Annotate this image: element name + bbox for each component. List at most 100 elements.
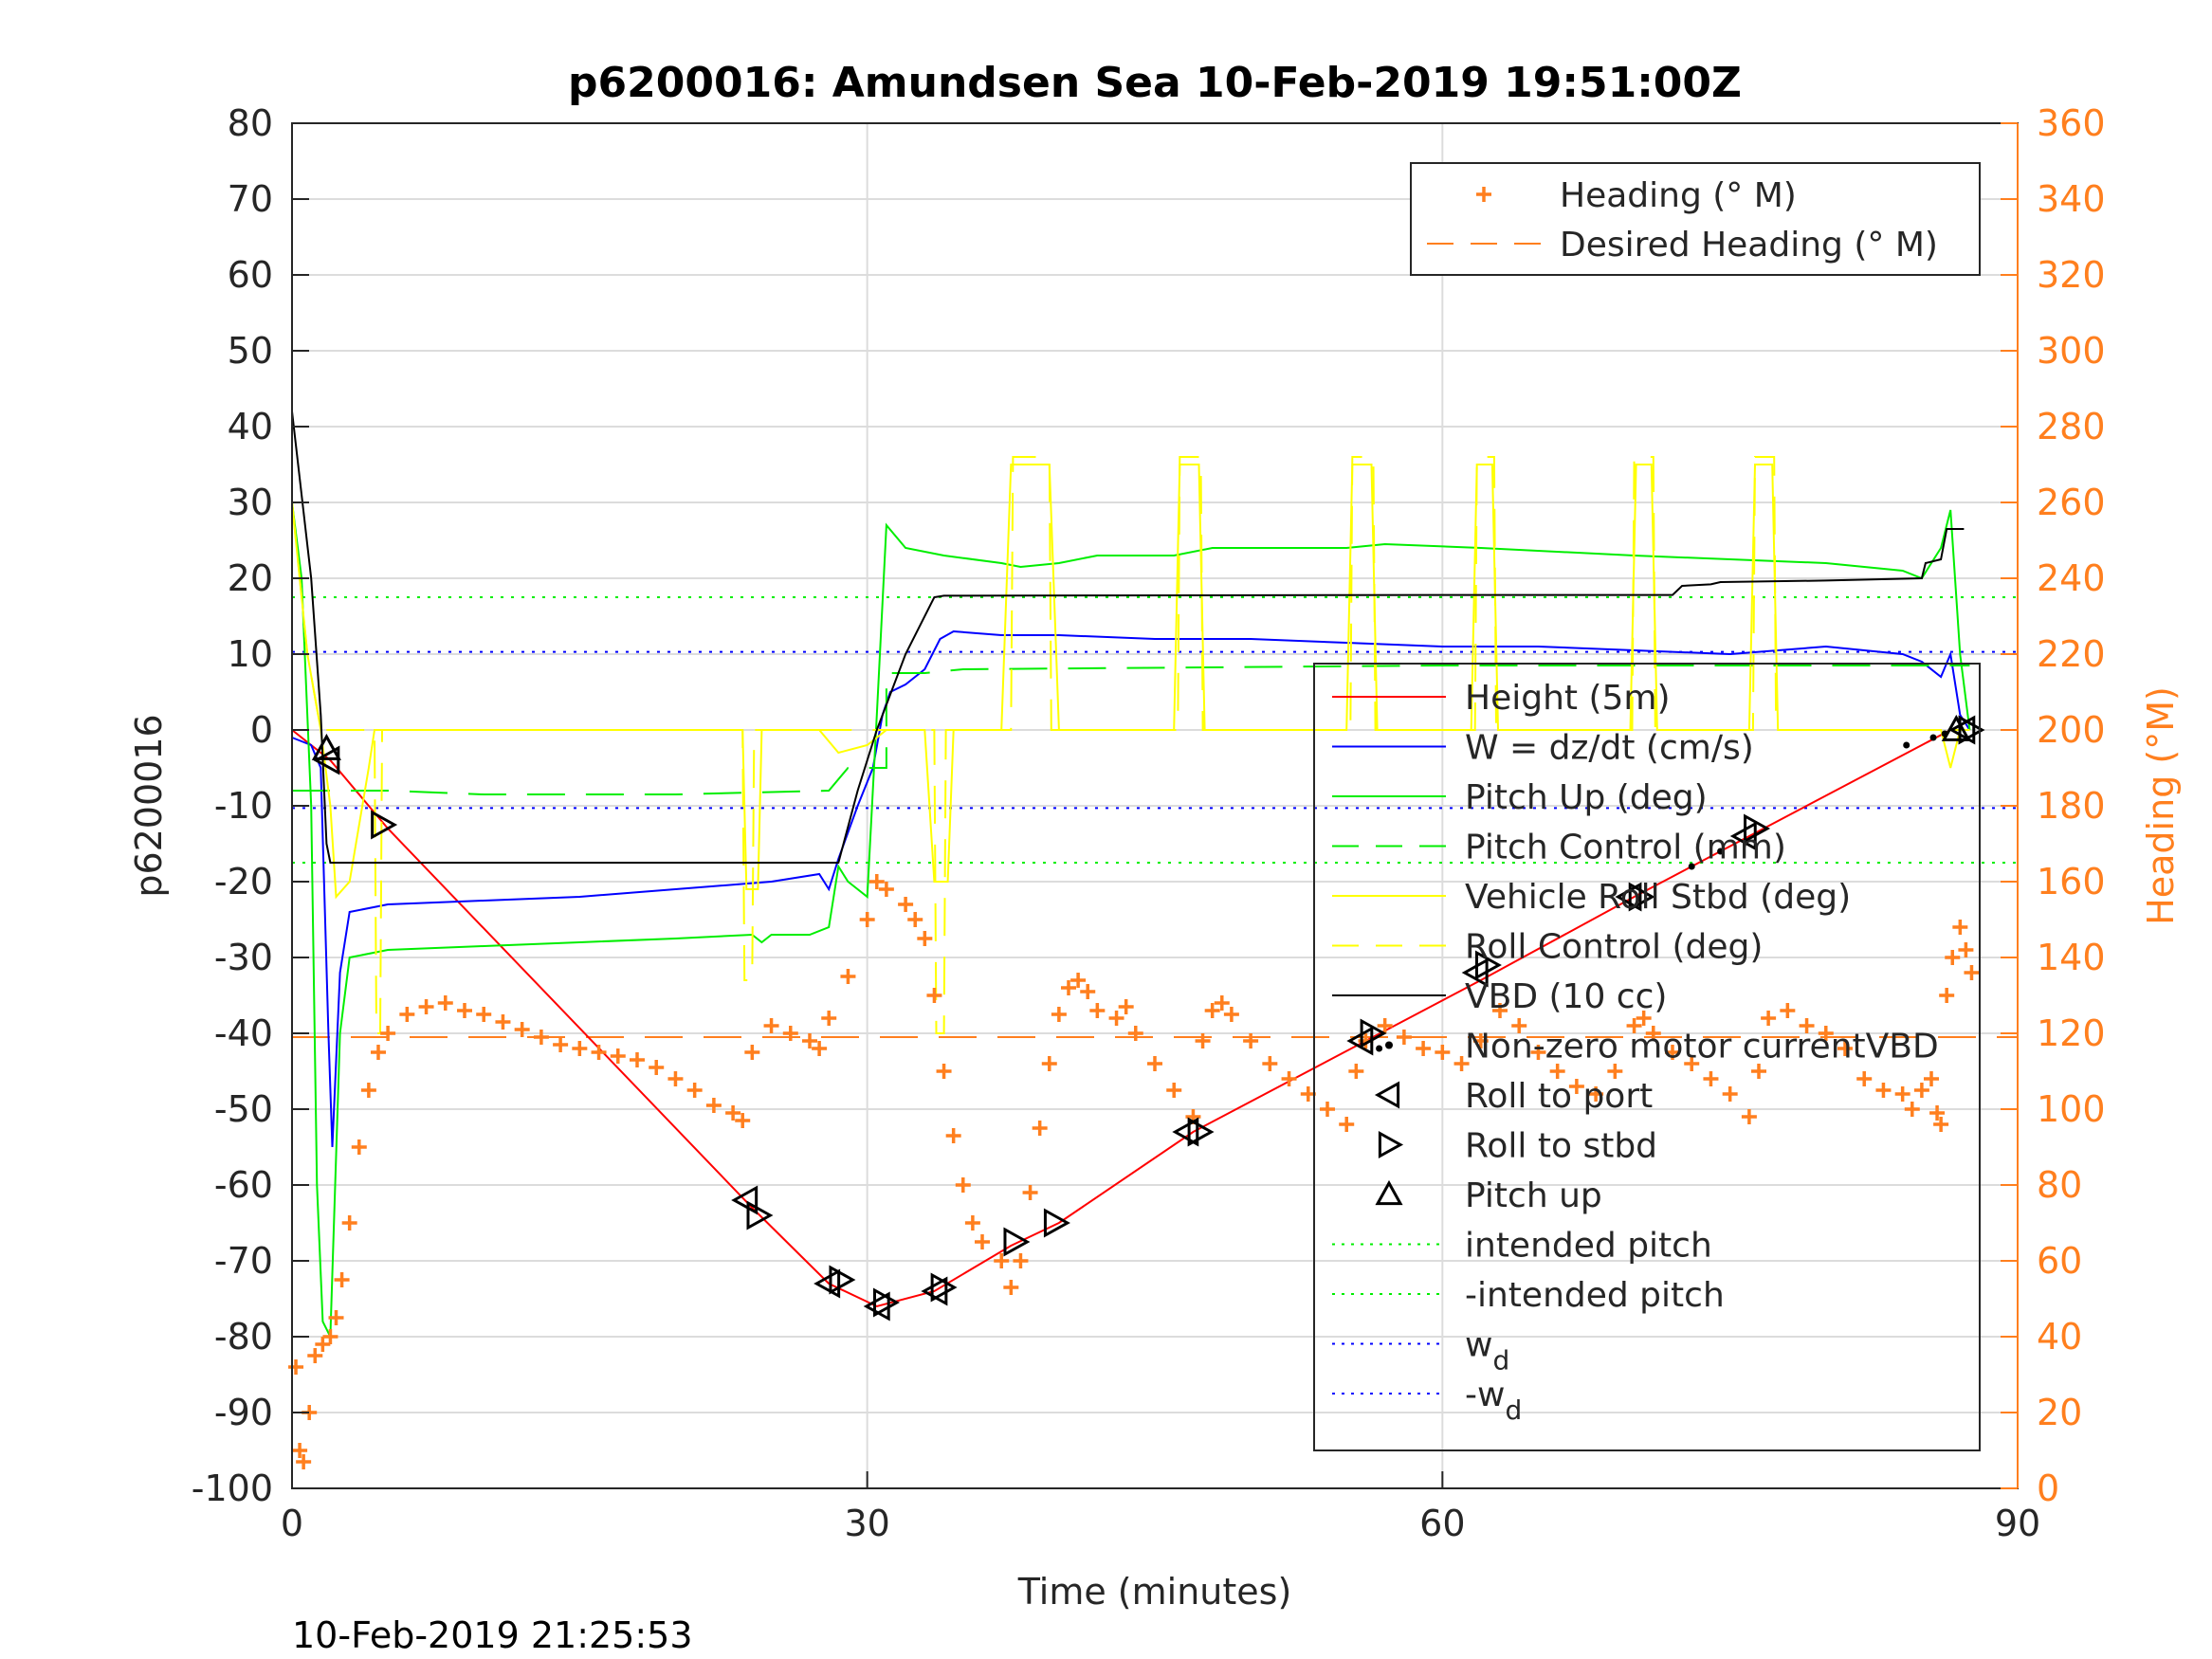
- heading-point: [917, 931, 933, 946]
- x-axis-label: Time (minutes): [1017, 1571, 1292, 1613]
- heading-point: [399, 1007, 415, 1022]
- heading-point: [1761, 1011, 1777, 1026]
- heading-point: [667, 1071, 684, 1086]
- marker-roll-to-stbd: [1187, 1117, 1215, 1147]
- heading-point: [782, 1026, 798, 1041]
- heading-point: [1061, 980, 1076, 995]
- heading-point: [1022, 1185, 1038, 1200]
- marker-pitch-up: [311, 733, 341, 760]
- legend-label: wd: [1465, 1326, 1509, 1376]
- heading-point: [1530, 1045, 1546, 1060]
- heading-point: [533, 1030, 549, 1045]
- legend-main-entry: Roll to port: [1374, 1077, 1653, 1116]
- marker-vbd-motor: [1688, 863, 1695, 870]
- heading-point: [514, 1022, 530, 1037]
- y-right-tick-label: 60: [2037, 1240, 2082, 1282]
- heading-point: [735, 1113, 751, 1128]
- heading-point: [1003, 1280, 1019, 1295]
- legend-label: Non-zero motor currentVBD: [1465, 1028, 1939, 1066]
- legend-swatch: [1374, 1081, 1400, 1109]
- legend-main-entry: Roll to stbd: [1378, 1127, 1657, 1166]
- heading-point: [1032, 1121, 1048, 1136]
- y-left-tick-label: -10: [214, 785, 273, 827]
- marker-roll-to-stbd: [872, 1287, 900, 1318]
- heading-point: [1147, 1056, 1162, 1071]
- heading-point: [1089, 1003, 1106, 1018]
- heading-point: [705, 1098, 722, 1113]
- legend-label: -intended pitch: [1465, 1276, 1725, 1315]
- marker-roll-to-port: [1172, 1117, 1199, 1147]
- heading-point: [1904, 1102, 1920, 1117]
- legend-heading-entry: Desired Heading (° M): [1427, 226, 1938, 264]
- legend-main-entry: -intended pitch: [1332, 1276, 1725, 1315]
- y-left-tick-label: -70: [214, 1240, 273, 1282]
- marker-roll-to-stbd: [1003, 1227, 1031, 1257]
- heading-point: [1780, 1003, 1796, 1018]
- heading-point: [1549, 1064, 1565, 1079]
- legend-swatch: [1378, 1130, 1404, 1159]
- heading-point: [495, 1014, 511, 1030]
- series-roll-control-deg: [291, 456, 1970, 1034]
- marker-pitch-up: [1941, 714, 1971, 741]
- legend-main: Height (5m) W = dz/dt (cm/s) Pitch Up (deg…: [1313, 663, 1981, 1451]
- legend-main-box: [1313, 663, 1981, 1451]
- y-left-tick-label: 0: [250, 709, 273, 751]
- legend-label-subscript: d: [1492, 1345, 1509, 1376]
- heading-point: [878, 882, 894, 897]
- series-height-5m: [291, 729, 1970, 1308]
- legend-main-entry: Non-zero motor currentVBD: [1385, 1028, 1939, 1066]
- heading-point: [1751, 1064, 1766, 1079]
- heading-point: [1924, 1071, 1939, 1086]
- heading-point: [1952, 920, 1968, 935]
- heading-point: [1416, 1041, 1432, 1056]
- legend-label: Roll to stbd: [1465, 1127, 1657, 1166]
- heading-point: [1243, 1033, 1259, 1048]
- marker-vbd-motor: [1929, 734, 1937, 741]
- heading-point: [1741, 1109, 1757, 1124]
- legend-main-entry: Roll Control (deg): [1332, 928, 1763, 967]
- legend-main-entry: VBD (10 cc): [1332, 977, 1667, 1016]
- heading-point: [610, 1048, 626, 1064]
- heading-point: [1492, 1003, 1508, 1018]
- heading-point: [315, 1337, 331, 1352]
- heading-point: [334, 1272, 350, 1287]
- heading-point: [936, 1064, 952, 1079]
- marker-roll-to-port: [731, 1185, 759, 1215]
- heading-point: [1626, 1018, 1642, 1033]
- legend-main-entry: Pitch Control (mm): [1332, 829, 1786, 867]
- heading-point: [1913, 1083, 1929, 1098]
- heading-point: [553, 1037, 569, 1052]
- y-right-tick-label: 120: [2037, 1012, 2106, 1054]
- heading-point: [1875, 1083, 1892, 1098]
- legend-swatch: [1476, 187, 1491, 202]
- marker-roll-to-stbd: [1474, 950, 1502, 980]
- heading-point: [1214, 995, 1230, 1011]
- legend-label: Vehicle Roll Stbd (deg): [1465, 878, 1851, 917]
- heading-point: [744, 1045, 760, 1060]
- y-left-tick-label: -60: [214, 1164, 273, 1206]
- heading-point: [1703, 1071, 1719, 1086]
- heading-point: [1435, 1045, 1451, 1060]
- legend-swatch: [1375, 1179, 1403, 1206]
- legend-main-entry: Pitch up: [1375, 1176, 1602, 1215]
- heading-point: [1939, 988, 1955, 1003]
- y-left-tick-label: -80: [214, 1316, 273, 1358]
- heading-point: [926, 988, 942, 1003]
- y-right-tick-label: 140: [2037, 937, 2106, 978]
- heading-point: [1204, 1003, 1220, 1018]
- series-layer: [291, 410, 1971, 1338]
- legend-main-entry: Pitch Up (deg): [1332, 778, 1708, 817]
- x-tick-label: 90: [1995, 1503, 2040, 1544]
- y-right-tick-label: 200: [2037, 709, 2106, 751]
- footer-timestamp: 10-Feb-2019 21:25:53: [292, 1614, 693, 1656]
- series-pitch-up-deg: [291, 501, 1971, 1338]
- legend-label: Roll Control (deg): [1465, 928, 1763, 967]
- heading-point: [1837, 1041, 1853, 1056]
- heading-point: [292, 1443, 308, 1458]
- y-right-tick-label: 180: [2037, 785, 2106, 827]
- x-tick-label: 30: [844, 1503, 889, 1544]
- heading-point: [763, 1018, 779, 1033]
- legend-swatch: [1385, 1041, 1393, 1049]
- y-left-tick-label: -50: [214, 1088, 273, 1130]
- legend-label: Height (5m): [1465, 679, 1671, 718]
